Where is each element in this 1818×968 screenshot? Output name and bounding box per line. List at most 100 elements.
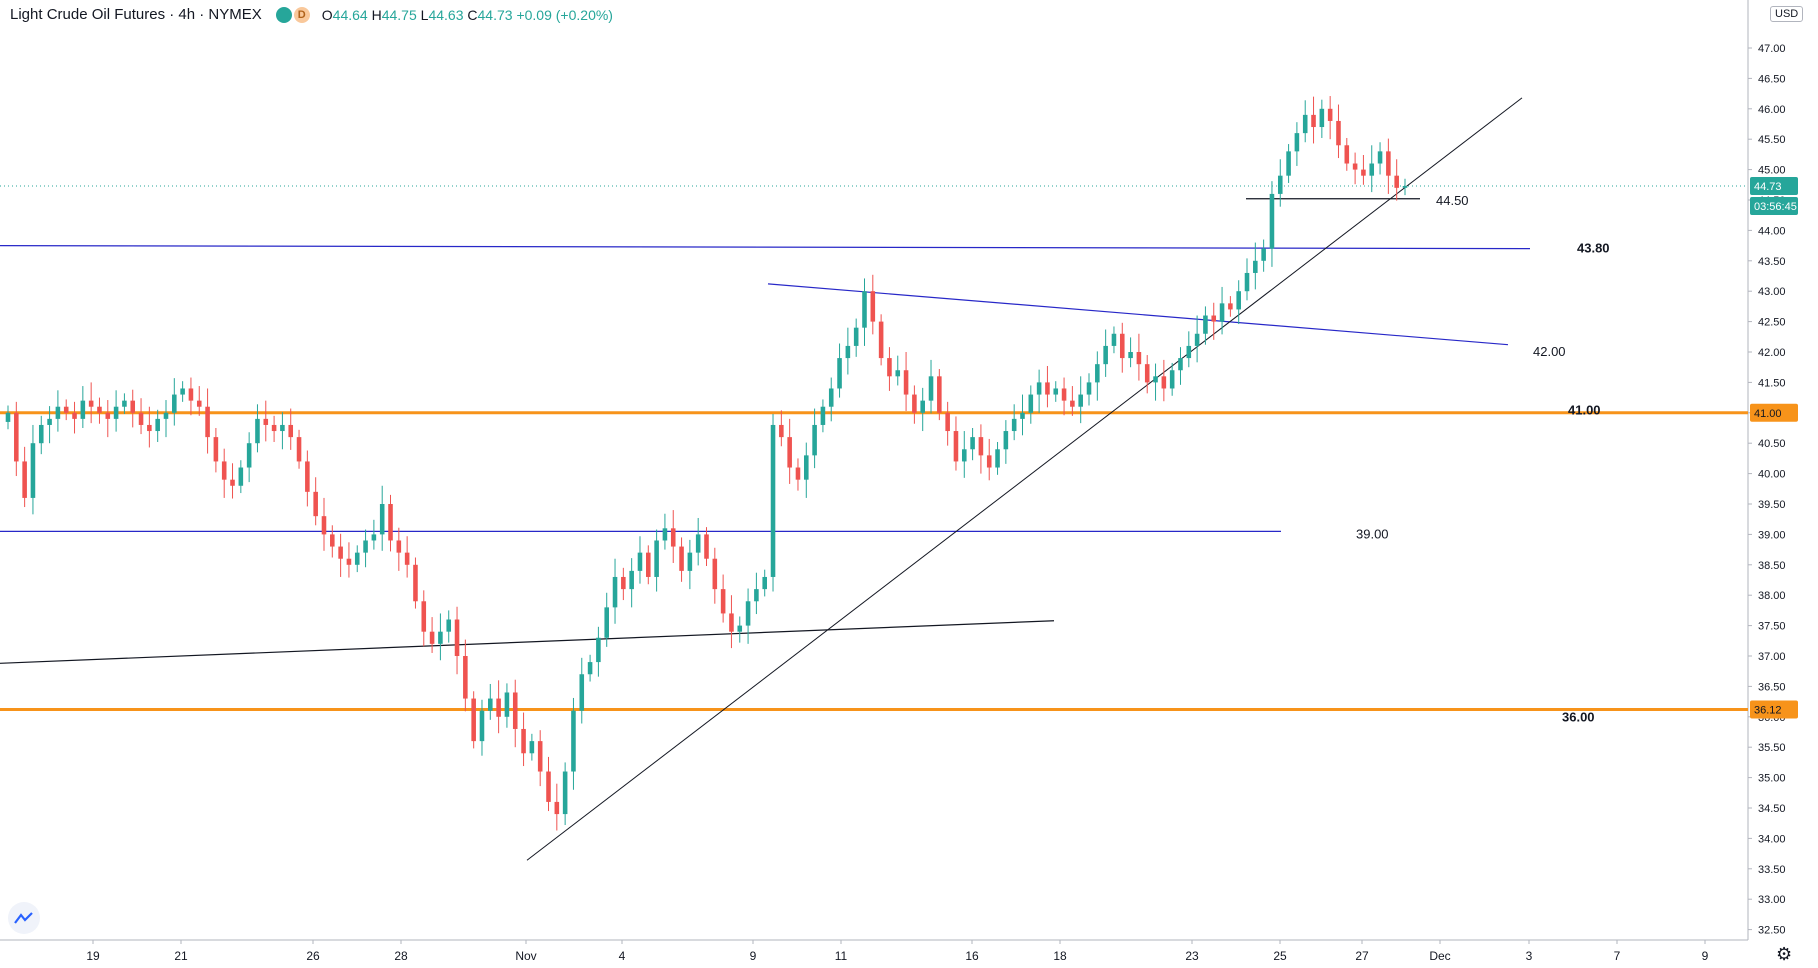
level-41-badge-bg: [1750, 403, 1798, 422]
candle-down: [646, 552, 651, 577]
candle-up: [246, 443, 252, 468]
candle-up: [1244, 272, 1250, 292]
symbol-title[interactable]: Light Crude Oil Futures · 4h · NYMEX: [10, 6, 262, 23]
price-tick-label: 45.00: [1758, 165, 1786, 177]
price-tick-label: 42.50: [1758, 317, 1786, 329]
candle-up: [1194, 333, 1200, 346]
candle-up: [280, 424, 285, 432]
candle-up: [803, 455, 809, 480]
candle-down: [330, 534, 335, 547]
candle-down: [413, 564, 418, 602]
candle-down: [72, 412, 77, 419]
candle-up: [1169, 370, 1175, 389]
price-tick-label: 46.50: [1758, 73, 1786, 85]
candle-down: [937, 376, 942, 413]
candle-up: [1003, 431, 1009, 450]
candle-down: [912, 394, 917, 413]
candle-down: [1361, 169, 1366, 176]
time-tick-label: 27: [1355, 949, 1369, 963]
candle-up: [1402, 186, 1408, 188]
price-tick-label: 32.50: [1758, 925, 1786, 937]
price-tick-label: 44.00: [1758, 225, 1786, 237]
candle-up: [1219, 303, 1225, 322]
candle-up: [1302, 114, 1308, 134]
candle-down: [388, 504, 393, 541]
blue-descending-trendline: [767, 283, 1509, 346]
candle-up: [812, 424, 817, 456]
candle-up: [1253, 260, 1258, 273]
settings-gear-icon[interactable]: ⚙: [1776, 944, 1793, 964]
candle-down: [429, 631, 435, 644]
countdown-badge-bg: [1750, 197, 1798, 216]
delayed-data-badge[interactable]: D: [293, 6, 310, 23]
tradingview-logo-icon[interactable]: [8, 902, 40, 934]
candle-up: [47, 418, 52, 425]
label-42-00: 42.00: [1533, 344, 1566, 359]
candle-down: [1144, 364, 1150, 383]
candle-up: [596, 637, 601, 663]
candle-up: [961, 449, 967, 462]
candle-down: [263, 418, 269, 425]
time-tick-label: 18: [1053, 949, 1067, 963]
time-tick-label: 9: [750, 949, 757, 963]
candle-up: [745, 601, 751, 626]
currency-label[interactable]: USD: [1770, 6, 1804, 22]
candle-down: [230, 479, 235, 486]
price-tick-label: 38.50: [1758, 560, 1786, 572]
candle-up: [820, 406, 826, 425]
time-tick-label: 16: [965, 949, 979, 963]
candle-up: [579, 674, 585, 711]
candle-up: [371, 534, 377, 541]
candle-up: [737, 625, 743, 632]
candle-down: [887, 358, 892, 377]
market-status-icon[interactable]: [275, 6, 292, 23]
candle-down: [463, 656, 468, 699]
time-tick-label: Nov: [515, 949, 536, 963]
candle-up: [363, 540, 368, 553]
time-tick-label: 28: [394, 949, 408, 963]
candle-up: [1078, 394, 1083, 407]
candle-down: [1228, 303, 1233, 310]
candle-down: [1045, 382, 1050, 395]
candle-up: [828, 388, 834, 407]
candle-up: [637, 552, 643, 571]
price-tick-label: 45.50: [1758, 134, 1786, 146]
candle-down: [421, 601, 427, 632]
candle-up: [479, 710, 485, 742]
candle-down: [779, 424, 784, 438]
price-tick-label: 41.50: [1758, 377, 1786, 389]
price-tick-label: 43.00: [1758, 286, 1786, 298]
candle-up: [1011, 418, 1017, 432]
candle-up: [446, 619, 452, 632]
candle-up: [155, 418, 160, 432]
candle-down: [512, 692, 518, 729]
candle-down: [521, 728, 526, 754]
candle-down: [1211, 315, 1217, 322]
price-tick-label: 34.00: [1758, 833, 1786, 845]
blue-level-43-80: [0, 245, 1531, 250]
candle-up: [770, 424, 776, 577]
candle-up: [1186, 345, 1192, 359]
price-tick-label: 46.00: [1758, 104, 1786, 116]
candle-down: [712, 558, 718, 590]
candle-down: [88, 400, 94, 407]
candle-up: [1294, 133, 1300, 152]
candle-down: [196, 400, 202, 407]
price-tick-label: 36.50: [1758, 681, 1786, 693]
price-tick-label: 35.00: [1758, 773, 1786, 785]
candle-down: [471, 698, 476, 742]
price-tick-label: 43.50: [1758, 256, 1786, 268]
time-tick-label: 4: [619, 949, 626, 963]
candle-up: [113, 406, 119, 419]
candle-up: [379, 504, 385, 535]
candle-up: [122, 400, 127, 407]
candle-up: [354, 552, 360, 565]
price-tick-label: 37.50: [1758, 621, 1786, 633]
candle-up: [562, 771, 568, 815]
candle-down: [704, 534, 709, 559]
chart-legend: Light Crude Oil Futures · 4h · NYMEX D O…: [10, 6, 613, 23]
candle-down: [97, 406, 102, 413]
candle-up: [1036, 382, 1042, 395]
